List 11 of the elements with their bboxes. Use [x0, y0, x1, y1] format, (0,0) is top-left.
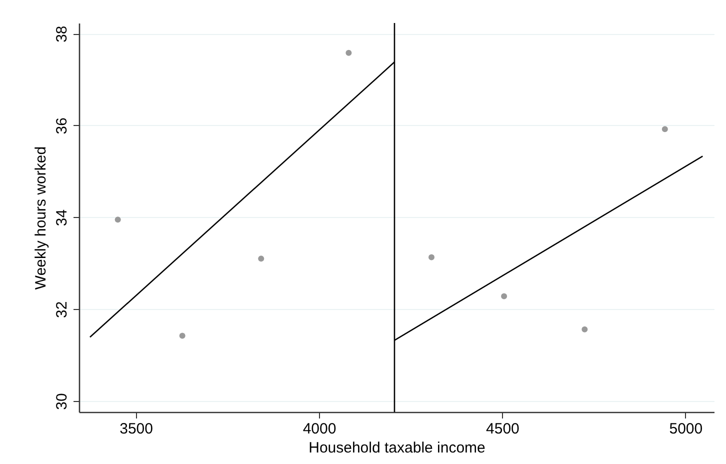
x-tick-label: 3500 — [120, 420, 153, 438]
x-tick-label: 4500 — [486, 420, 520, 438]
y-tick-label: 30 — [54, 393, 70, 410]
x-tick-label: 4000 — [302, 420, 336, 438]
y-axis-title: Weekly hours worked — [32, 146, 50, 290]
y-tick-label: 34 — [54, 209, 70, 226]
x-axis-title: Household taxable income — [308, 440, 486, 456]
y-tick-label: 32 — [54, 301, 70, 318]
y-tick-label: 38 — [54, 26, 70, 42]
y-tick-label: 36 — [54, 118, 70, 134]
x-tick-label: 5000 — [669, 420, 703, 438]
